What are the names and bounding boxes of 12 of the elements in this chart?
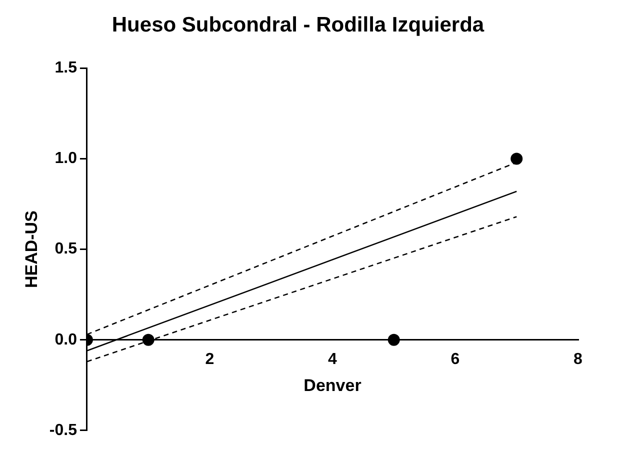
x-tick-label: 4 <box>328 350 338 368</box>
y-axis-title: HEAD-US <box>22 210 41 288</box>
x-tick-label: 8 <box>574 350 583 368</box>
y-tick-label: 0.0 <box>54 331 78 348</box>
y-tick-label: -0.5 <box>49 422 78 439</box>
x-tick-label: 6 <box>450 350 460 368</box>
chart-title: Hueso Subcondral - Rodilla Izquierda <box>112 13 484 36</box>
x-tick-label: 2 <box>205 350 214 368</box>
x-axis-title: Denver <box>304 376 362 395</box>
y-tick-label: 0.5 <box>54 240 78 258</box>
y-tick-label: 1.5 <box>54 60 78 77</box>
y-tick-label: 1.0 <box>54 150 78 168</box>
